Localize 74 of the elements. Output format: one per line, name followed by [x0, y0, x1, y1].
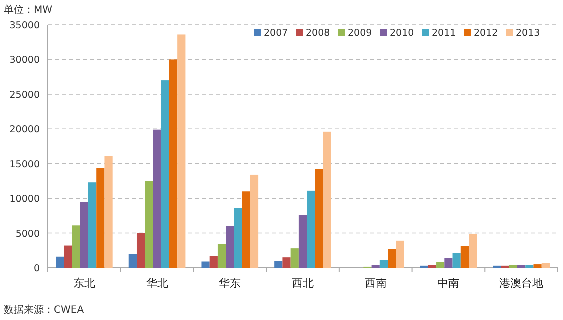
bar — [282, 258, 291, 268]
legend-label: 2008 — [306, 28, 330, 39]
legend-item: 2008 — [296, 28, 330, 39]
bar — [169, 60, 178, 268]
y-tick-label: 25000 — [10, 90, 40, 101]
y-axis-title: 单位：MW — [4, 4, 53, 16]
legend-item: 2007 — [254, 28, 288, 39]
bar — [274, 261, 283, 268]
bar — [234, 208, 242, 268]
bar — [444, 258, 453, 268]
y-tick-label: 35000 — [10, 20, 40, 32]
legend-item: 2011 — [422, 28, 456, 39]
legend-item: 2013 — [506, 28, 540, 39]
bar — [469, 234, 478, 268]
x-tick-label: 东北 — [73, 277, 96, 290]
bar — [202, 262, 210, 268]
bar — [518, 265, 526, 268]
x-tick-label: 港澳台地 — [500, 277, 544, 290]
legend-item: 2012 — [464, 28, 498, 39]
bar — [380, 260, 388, 268]
legend-label: 2012 — [474, 28, 498, 39]
bar — [396, 240, 404, 268]
bar — [178, 34, 186, 268]
bar — [315, 169, 324, 268]
bar — [161, 80, 170, 268]
bar — [388, 249, 396, 268]
bar — [534, 264, 542, 268]
source-note: 数据来源：CWEA — [4, 304, 84, 316]
x-tick-label: 西北 — [292, 277, 314, 290]
bar — [226, 226, 234, 268]
bar — [64, 246, 72, 268]
bar — [104, 156, 113, 268]
x-tick-label: 华东 — [219, 277, 242, 290]
bar — [428, 265, 437, 268]
bar — [145, 181, 154, 268]
bar — [153, 130, 162, 268]
legend-label: 2011 — [432, 28, 456, 39]
bar — [88, 182, 97, 268]
bar — [452, 253, 461, 268]
legend-item: 2009 — [338, 28, 372, 39]
legend-label: 2010 — [390, 28, 414, 39]
y-tick-label: 10000 — [10, 194, 40, 206]
bar — [509, 265, 518, 268]
bar — [96, 168, 105, 268]
legend-label: 2007 — [264, 28, 288, 39]
y-tick-label: 30000 — [10, 55, 40, 66]
y-tick-label: 15000 — [10, 159, 40, 170]
bar — [128, 254, 137, 268]
bar — [250, 174, 259, 268]
bar — [323, 132, 332, 268]
bar — [460, 246, 470, 268]
bar — [526, 265, 534, 268]
bar — [136, 233, 146, 268]
bar — [210, 256, 218, 268]
bar — [80, 202, 88, 268]
bar — [372, 265, 380, 268]
bar — [307, 190, 316, 268]
x-tick-label: 中南 — [438, 277, 460, 290]
y-tick-label: 5000 — [16, 228, 40, 240]
bar — [542, 263, 550, 268]
legend-label: 2013 — [516, 28, 540, 39]
x-tick-label: 华北 — [146, 277, 168, 290]
bar — [72, 226, 80, 268]
y-tick-label: 20000 — [10, 124, 40, 136]
bar — [242, 192, 250, 268]
legend-item: 2010 — [380, 28, 414, 39]
x-tick-label: 西南 — [364, 277, 387, 290]
bar — [56, 256, 64, 268]
legend-label: 2009 — [348, 28, 372, 39]
bar — [436, 262, 445, 268]
bar — [218, 244, 226, 268]
y-tick-label: 0 — [34, 264, 40, 274]
bar — [298, 215, 308, 268]
bar — [290, 248, 299, 268]
